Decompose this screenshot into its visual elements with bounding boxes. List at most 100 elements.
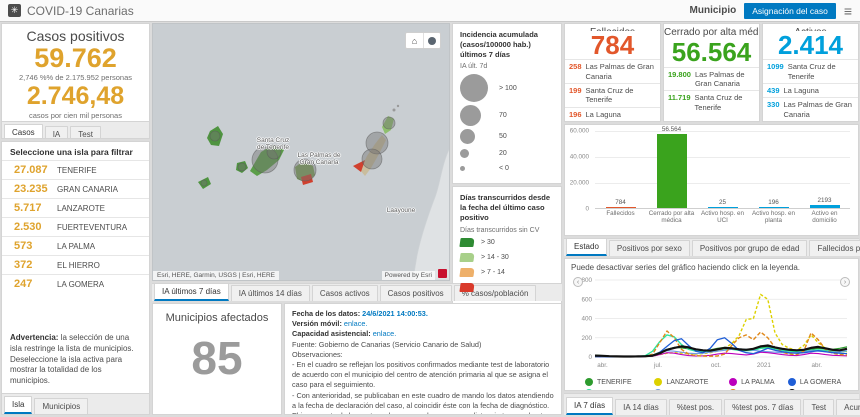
kpi-list-item[interactable]: 199Santa Cruz de Tenerife: [565, 83, 660, 107]
incidence-legend-title: Incidencia acumulada (casos/100000 hab.)…: [460, 30, 554, 59]
svg-text:abr.: abr.: [812, 362, 823, 369]
basemap-icon[interactable]: [423, 33, 440, 48]
casos-tab[interactable]: Casos: [4, 124, 43, 139]
island-row[interactable]: 23.235 GRAN CANARIA: [2, 179, 149, 198]
bubble-legend-list: > 100 70 50 20: [460, 74, 554, 174]
series-tab[interactable]: Acumulado: [836, 399, 860, 415]
observation-link[interactable]: enlace.: [344, 319, 368, 328]
isla-municipios-tab[interactable]: Isla: [4, 396, 32, 414]
observation-line: Versión móvil: enlace.: [292, 319, 554, 329]
kpi-list-item[interactable]: 258Las Palmas de Gran Canaria: [565, 59, 660, 83]
isla-municipios-tab[interactable]: Municipios: [34, 398, 88, 414]
map-islands-graphic: [153, 24, 450, 280]
island-count: 5.717: [14, 202, 52, 214]
range-handle-right-icon[interactable]: ›: [840, 277, 850, 287]
legend-dot-icon: [585, 378, 593, 386]
kpi-list-item[interactable]: 1099Santa Cruz de Tenerife: [763, 59, 858, 83]
observation-text: Fuente: Gobierno de Canarias (Servicio C…: [292, 340, 481, 349]
legend-item-lanzarote[interactable]: LANZAROTE: [654, 378, 729, 386]
map-controls: ⌂: [405, 32, 441, 49]
home-extent-icon[interactable]: ⌂: [406, 33, 423, 48]
series-tab[interactable]: Test: [803, 399, 834, 415]
state-tab[interactable]: Positivos por grupo de edad: [692, 240, 808, 256]
legend-item-fuerteventura[interactable]: FUERTEVENTURA: [654, 389, 729, 391]
legend-item-tenerife[interactable]: TENERIFE: [585, 378, 654, 386]
days-legend-item: > 14 - 30: [460, 253, 554, 262]
bar-4[interactable]: [810, 205, 840, 208]
menu-icon[interactable]: ≡: [844, 4, 852, 18]
days-legend-title: Días transcurridos desde la fecha del úl…: [460, 193, 554, 222]
isla-municipios-tabbar: IslaMunicipios: [2, 393, 149, 414]
series-tab[interactable]: IA 7 días: [566, 397, 613, 415]
observation-label: Capacidad asistencial:: [292, 329, 373, 338]
legend-dot-icon: [729, 378, 737, 386]
powered-by-esri: Powered by Esri: [382, 271, 435, 280]
state-tab[interactable]: Fallecidos por edad y sexo: [809, 240, 860, 256]
map-tab[interactable]: IA últimos 7 días: [154, 283, 229, 301]
state-tab[interactable]: Positivos por sexo: [609, 240, 690, 256]
incidence-legend: Incidencia acumulada (casos/100000 hab.)…: [452, 23, 562, 184]
observation-value: 24/6/2021 14:00:53.: [362, 309, 428, 318]
island-count: 2.530: [14, 221, 52, 233]
state-tab[interactable]: Estado: [566, 238, 607, 256]
bar-3[interactable]: [759, 207, 789, 208]
island-count: 27.087: [14, 164, 52, 176]
map-canvas[interactable]: Santa Cruzde Tenerife Las Palmas deGran …: [152, 23, 450, 281]
svg-text:600: 600: [581, 296, 592, 303]
island-row[interactable]: 247 LA GOMERA: [2, 274, 149, 293]
bar-0[interactable]: [606, 207, 636, 208]
legend-item-el-hierro[interactable]: EL HIERRO: [729, 389, 788, 391]
kpi-list-item[interactable]: 11.719Santa Cruz de Tenerife: [664, 90, 759, 114]
asignacion-del-caso-button[interactable]: Asignación del caso: [744, 3, 836, 19]
observation-label: Versión móvil:: [292, 319, 344, 328]
island-row[interactable]: 2.530 FUERTEVENTURA: [2, 217, 149, 236]
cerrado-alta-title: Cerrado por alta médica: [664, 24, 759, 38]
bar-2[interactable]: [708, 207, 738, 208]
bubble-legend-label: 70: [499, 112, 507, 119]
island-row[interactable]: 5.717 LANZAROTE: [2, 198, 149, 217]
days-swatch-icon: [459, 253, 474, 262]
legend-item-gran-canaria[interactable]: GRAN CANARIA: [585, 389, 654, 391]
map-tab[interactable]: Casos positivos: [380, 285, 452, 301]
legend-item-la-palma[interactable]: LA PALMA: [729, 378, 788, 386]
kpi-list-item[interactable]: 439La Laguna: [763, 83, 858, 97]
kpi-list-item[interactable]: 196La Laguna: [565, 107, 660, 121]
days-legend-label: > 30: [481, 239, 495, 246]
bubble-legend-label: 50: [499, 133, 507, 140]
island-row[interactable]: 372 EL HIERRO: [2, 255, 149, 274]
days-legend-label: > 7 - 14: [481, 269, 505, 276]
map-tab[interactable]: IA últimos 14 días: [231, 285, 310, 301]
series-tab[interactable]: %test pos. 7 días: [724, 399, 801, 415]
legend-item-la-gomera[interactable]: LA GOMERA: [788, 378, 852, 386]
casos-rate-line: casos por cien mil personas: [2, 110, 149, 121]
fallecidos-panel: Fallecidos 784 258Las Palmas de Gran Can…: [564, 23, 661, 122]
series-tab[interactable]: %test pos.: [669, 399, 722, 415]
observations-panel: Fecha de los datos: 24/6/2021 14:00:53. …: [284, 303, 562, 415]
warning-bold: Advertencia:: [10, 333, 58, 342]
legend-item-canarias[interactable]: CANARIAS: [788, 389, 852, 391]
series-tab[interactable]: IA 14 días: [615, 399, 667, 415]
municipios-afectados-panel: Municipios afectados 85: [152, 303, 282, 415]
cerrado-alta-value: 56.564: [664, 38, 759, 67]
map-legends: Incidencia acumulada (casos/100000 hab.)…: [452, 23, 562, 281]
estado-bar-chart: 020.00040.00060.000 78456.564251962193 F…: [564, 124, 859, 236]
casos-positivos-title: Casos positivos: [2, 24, 149, 44]
bubble-size-icon: [460, 105, 481, 126]
bubble-legend-label: 20: [499, 150, 507, 157]
bar-1[interactable]: [657, 134, 687, 208]
kpi-list-item[interactable]: 330Las Palmas de Gran Canaria: [763, 97, 858, 121]
island-row[interactable]: 573 LA PALMA: [2, 236, 149, 255]
svg-text:jul.: jul.: [653, 362, 662, 369]
casos-tab[interactable]: IA: [45, 126, 69, 139]
island-row[interactable]: 27.087 TENERIFE: [2, 160, 149, 179]
municipio-label: Municipio: [690, 5, 737, 16]
legend-dot-icon: [729, 389, 737, 391]
casos-tab[interactable]: Test: [70, 126, 101, 139]
range-handle-left-icon[interactable]: ‹: [573, 277, 583, 287]
state-tabbar: EstadoPositivos por sexoPositivos por gr…: [564, 238, 859, 256]
legend-dot-icon: [788, 378, 796, 386]
map-tab[interactable]: Casos activos: [312, 285, 378, 301]
kpi-list-item[interactable]: 19.800Las Palmas de Gran Canaria: [664, 67, 759, 91]
svg-text:abr.: abr.: [597, 362, 608, 369]
observation-link[interactable]: enlace.: [373, 329, 397, 338]
